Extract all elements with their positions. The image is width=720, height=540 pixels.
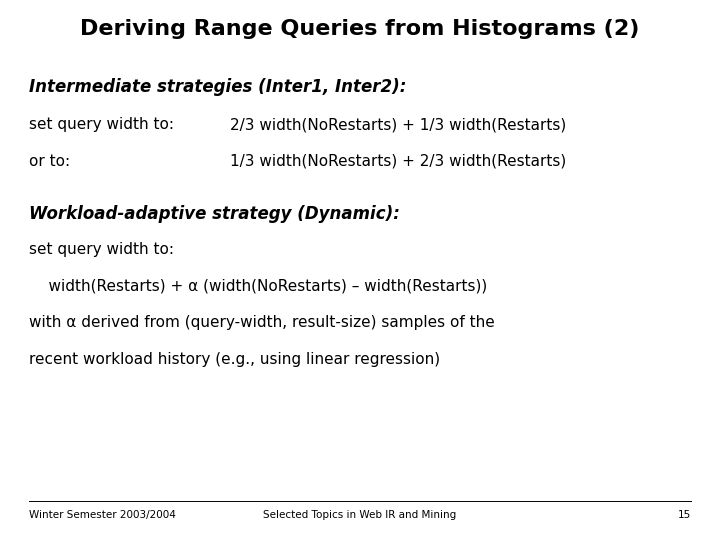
Text: 2/3 width(NoRestarts) + 1/3 width(Restarts): 2/3 width(NoRestarts) + 1/3 width(Restar… [230, 117, 567, 132]
Text: Deriving Range Queries from Histograms (2): Deriving Range Queries from Histograms (… [81, 19, 639, 39]
Text: Intermediate strategies (Inter1, Inter2):: Intermediate strategies (Inter1, Inter2)… [29, 78, 406, 96]
Text: 1/3 width(NoRestarts) + 2/3 width(Restarts): 1/3 width(NoRestarts) + 2/3 width(Restar… [230, 154, 567, 169]
Text: with α derived from (query-width, result-size) samples of the: with α derived from (query-width, result… [29, 315, 495, 330]
Text: set query width to:: set query width to: [29, 117, 174, 132]
Text: Selected Topics in Web IR and Mining: Selected Topics in Web IR and Mining [264, 510, 456, 521]
Text: Winter Semester 2003/2004: Winter Semester 2003/2004 [29, 510, 176, 521]
Text: set query width to:: set query width to: [29, 242, 174, 257]
Text: 15: 15 [678, 510, 691, 521]
Text: width(Restarts) + α (width(NoRestarts) – width(Restarts)): width(Restarts) + α (width(NoRestarts) –… [29, 279, 487, 294]
Text: recent workload history (e.g., using linear regression): recent workload history (e.g., using lin… [29, 352, 440, 367]
Text: or to:: or to: [29, 154, 70, 169]
Text: Workload-adaptive strategy (Dynamic):: Workload-adaptive strategy (Dynamic): [29, 205, 400, 223]
